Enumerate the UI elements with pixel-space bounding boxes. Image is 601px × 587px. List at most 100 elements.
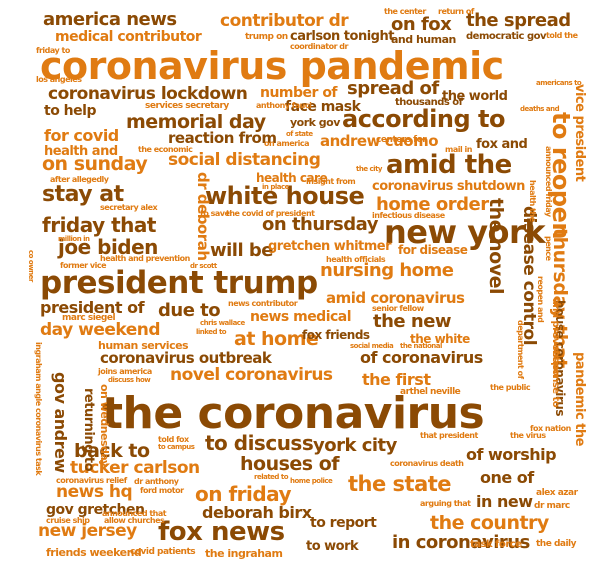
word: dr marc — [534, 501, 570, 511]
word: announced friday — [544, 146, 553, 217]
word: due to — [158, 300, 221, 321]
word: centers for — [376, 135, 427, 145]
word: gov andrew — [51, 372, 70, 473]
word: trump on — [245, 32, 288, 42]
word: coronavirus death — [390, 459, 464, 468]
word: news medical — [250, 309, 352, 325]
word: fox friends — [302, 328, 370, 342]
word: secretary alex — [100, 203, 158, 212]
word: services secretary — [145, 101, 229, 111]
word: coronavirus lockdown — [48, 84, 248, 104]
word: co owner — [27, 250, 35, 282]
word: coronavirus outbreak — [100, 349, 272, 367]
word: friday that — [42, 213, 156, 237]
word: ingraham angle coronavirus task — [34, 342, 43, 476]
word: related to — [254, 473, 289, 481]
word: new york — [384, 213, 546, 251]
word: white house — [205, 182, 365, 210]
word: america news — [43, 9, 177, 30]
word: home police — [290, 477, 333, 485]
word: dr scott — [190, 262, 217, 270]
word: vice president — [572, 84, 587, 182]
word: at home — [234, 328, 319, 350]
word: of worship — [466, 445, 557, 464]
word: to help — [44, 103, 96, 119]
word: cruise ship — [46, 516, 90, 525]
word: arguing that — [420, 499, 471, 508]
word: social distancing — [168, 150, 321, 170]
word: novel coronavirus — [170, 365, 333, 385]
word: new jersey — [38, 521, 137, 541]
word: the spread — [466, 10, 571, 31]
word: will be — [210, 240, 274, 261]
word: after allegedly — [50, 175, 109, 184]
word: to save — [200, 209, 230, 218]
word: told the — [546, 31, 578, 40]
word: reaction from — [168, 129, 277, 147]
word: news hq — [56, 482, 133, 502]
word: health officials — [326, 255, 386, 264]
word: home order — [376, 194, 489, 215]
word: number of — [260, 85, 338, 101]
word: the ingraham — [205, 547, 283, 560]
word: social media — [350, 342, 394, 350]
word: face mask — [285, 99, 361, 115]
word: memorial day — [126, 111, 266, 133]
word: amid coronavirus — [326, 289, 465, 307]
word: told fox — [158, 435, 189, 444]
word: york gov — [290, 116, 340, 129]
word: on wednesday — [98, 384, 111, 467]
word: health and — [44, 144, 118, 159]
word: the white — [410, 332, 470, 346]
word: medical contributor — [55, 29, 202, 45]
word: health the — [528, 180, 537, 222]
word: the national — [400, 342, 442, 350]
word: coronavirus shutdown — [372, 179, 525, 194]
word: tucker carlson — [70, 458, 200, 478]
word: returning to — [81, 388, 96, 472]
word: on america — [264, 139, 309, 148]
word: for disease — [398, 243, 468, 257]
word: task force — [470, 539, 522, 550]
word: andrew cuomo — [320, 132, 439, 150]
word: president of — [40, 298, 145, 317]
word: on friday — [195, 482, 292, 506]
word: friends weekend — [46, 546, 142, 559]
word: democratic gov — [466, 31, 547, 42]
word: on sunday — [42, 153, 148, 175]
word: contributor dr — [220, 11, 349, 31]
word: gov gretchen — [46, 502, 145, 518]
word: of state — [286, 130, 313, 138]
word: in new — [476, 492, 533, 511]
word: in coronavirus — [392, 532, 530, 553]
word: the state — [348, 472, 452, 496]
word: york city — [313, 435, 397, 456]
word: that president — [420, 431, 478, 440]
word: infectious disease — [372, 211, 445, 220]
word: alex azar — [536, 488, 578, 498]
word: joe biden — [58, 235, 158, 259]
word: linked to — [196, 328, 227, 336]
word: to discuss — [205, 431, 314, 455]
word: coordinator dr — [290, 42, 348, 51]
word: pence — [544, 236, 553, 261]
word: on fox — [391, 14, 452, 35]
word: thousands of — [395, 97, 463, 108]
word: reopen and — [536, 276, 545, 323]
word: deaths and — [520, 105, 560, 113]
word: allow churches — [104, 516, 165, 525]
word: amid the — [386, 150, 512, 180]
word: on thursday — [262, 214, 378, 235]
word: return of — [438, 7, 474, 16]
word: news contributor — [228, 299, 298, 308]
word: of coronavirus — [360, 348, 483, 367]
word: human services — [98, 339, 189, 352]
word: in place — [262, 183, 289, 191]
word: fox news — [158, 517, 285, 547]
word: response to — [550, 346, 561, 408]
word: ford motor — [140, 486, 184, 495]
word: department of — [516, 320, 525, 379]
word: according to — [342, 105, 505, 133]
word: nursing home — [320, 260, 454, 281]
